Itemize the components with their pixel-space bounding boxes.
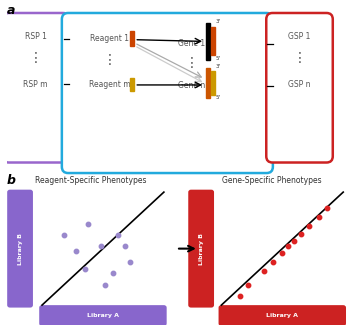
Text: Gene-Specific Phenotypes: Gene-Specific Phenotypes — [222, 176, 322, 185]
Text: 3': 3' — [215, 64, 220, 69]
Text: GSP n: GSP n — [288, 80, 311, 89]
Text: b: b — [6, 174, 15, 187]
Text: Gene n: Gene n — [178, 82, 205, 90]
Bar — [130, 78, 134, 91]
Bar — [206, 68, 210, 98]
Text: Library A: Library A — [87, 313, 119, 318]
Text: RSP m: RSP m — [23, 80, 48, 89]
Text: Reagent m: Reagent m — [89, 80, 131, 89]
Text: Library B: Library B — [18, 233, 23, 265]
FancyBboxPatch shape — [3, 13, 69, 162]
Bar — [206, 23, 210, 60]
Bar — [130, 31, 134, 46]
Text: ⋮: ⋮ — [103, 53, 117, 67]
Bar — [211, 27, 215, 56]
FancyBboxPatch shape — [188, 190, 214, 307]
Text: Gene 1: Gene 1 — [178, 39, 205, 48]
Text: Library B: Library B — [199, 233, 204, 265]
Text: Reagent-Specific Phenotypes: Reagent-Specific Phenotypes — [35, 176, 146, 185]
Text: a: a — [6, 4, 15, 17]
FancyBboxPatch shape — [7, 190, 33, 307]
Text: Reagent 1: Reagent 1 — [90, 34, 129, 43]
FancyBboxPatch shape — [39, 305, 167, 325]
Text: ⋮: ⋮ — [185, 56, 199, 70]
FancyBboxPatch shape — [62, 13, 273, 173]
Text: 5': 5' — [215, 95, 220, 100]
FancyBboxPatch shape — [219, 305, 346, 325]
Text: 3': 3' — [215, 19, 220, 24]
Text: ⋮: ⋮ — [293, 51, 306, 65]
Bar — [211, 71, 215, 95]
Text: Library A: Library A — [266, 313, 298, 318]
Text: 5': 5' — [215, 57, 220, 61]
Text: RSP 1: RSP 1 — [25, 32, 47, 41]
Text: GSP 1: GSP 1 — [288, 32, 311, 41]
Text: ⋮: ⋮ — [29, 51, 43, 65]
FancyBboxPatch shape — [266, 13, 333, 162]
